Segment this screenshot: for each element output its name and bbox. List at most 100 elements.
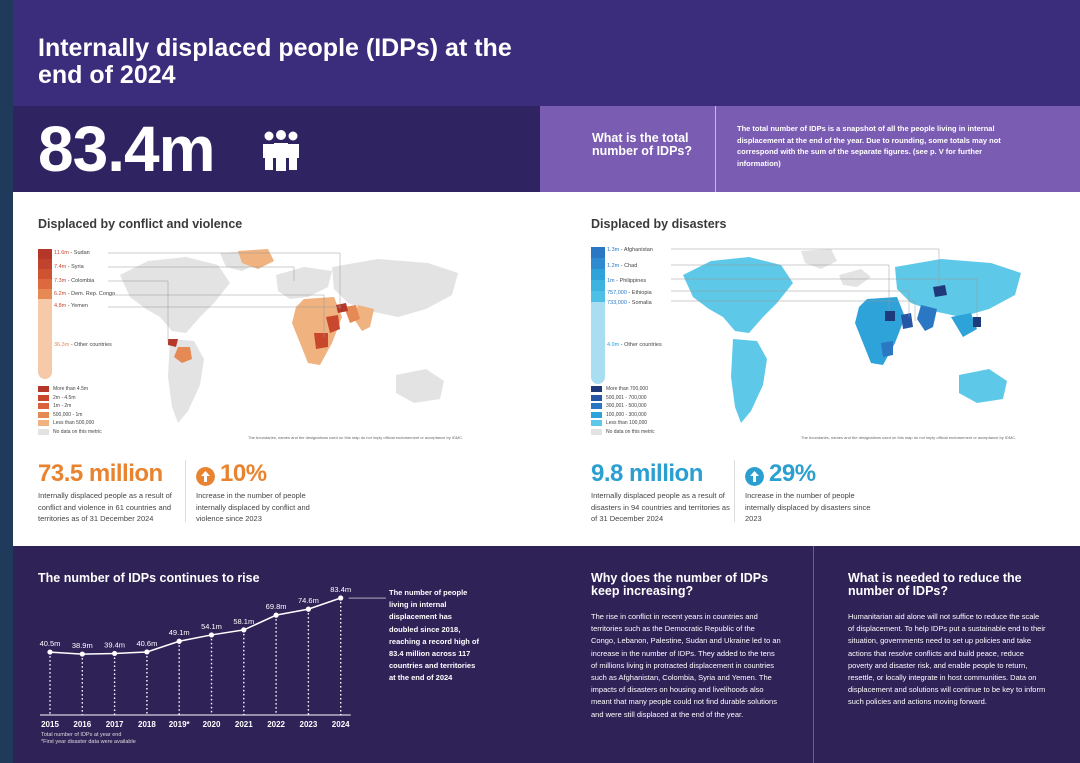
legend-row: 300,001 - 500,000: [591, 402, 655, 411]
trend-note: The number of people living in internal …: [389, 588, 480, 683]
legend-row: More than 4.5m: [38, 385, 102, 394]
disasters-total-text: Internally displaced people as a result …: [591, 491, 730, 523]
year-tick-label: 2024: [332, 720, 350, 729]
year-tick-label: 2015: [41, 720, 59, 729]
disasters-label-other: 4.9m - Other countries: [607, 342, 662, 348]
what-title: What is needed to reduce the number of I…: [848, 571, 1022, 598]
conflict-legend: More than 4.5m 2m - 4.5m 1m - 2m 500,000…: [38, 385, 102, 436]
conflict-map-disclaimer: The boundaries, names and the designatio…: [248, 435, 464, 440]
conflict-change-text: Increase in the number of people interna…: [196, 491, 310, 523]
year-tick-label: 2019*: [169, 720, 191, 729]
bar-segment-drc: [38, 279, 52, 289]
why-title: Why does the number of IDPs keep increas…: [591, 571, 769, 598]
data-label: 54.1m: [201, 622, 222, 631]
disasters-legend: More than 700,000 500,001 - 700,000 300,…: [591, 385, 655, 436]
idp-trend-chart: 40.5m 2015 38.9m 2016 39.4m 2017 40.6m 2018 49.1…: [40, 585, 386, 729]
conflict-world-map: [108, 249, 458, 423]
data-label: 39.4m: [104, 640, 125, 649]
definition-text: The total number of IDPs is a snapshot o…: [737, 124, 1001, 168]
data-point: [208, 632, 215, 638]
what-text: Humanitarian aid alone will not suffice …: [848, 612, 1046, 707]
header: Internally displaced people (IDPs) at th…: [13, 0, 1080, 106]
bar-segment-chad: [591, 258, 605, 269]
legend-row: 500,000 - 1m: [38, 411, 102, 420]
conflict-label-2: 7.4m - Syria: [54, 264, 84, 270]
legend-row: More than 700,000: [591, 385, 655, 394]
data-point: [47, 649, 53, 655]
conflict-label-3: 7.3m - Colombia: [54, 278, 95, 284]
legend-row: No data on this metric: [38, 428, 102, 437]
legend-row: No data on this metric: [591, 428, 655, 437]
data-label: 40.6m: [136, 639, 157, 648]
bar-segment-afghanistan: [591, 247, 605, 258]
year-tick-label: 2020: [203, 720, 221, 729]
conflict-total-stat: 73.5 million: [38, 460, 163, 487]
stat-divider: [185, 460, 186, 522]
data-point: [338, 595, 344, 601]
bar-segment-syria: [38, 259, 52, 269]
band-divider: [715, 106, 716, 192]
disasters-map-disclaimer: The boundaries, names and the designatio…: [801, 435, 1017, 440]
data-point: [273, 612, 279, 618]
bar-segment-ethiopia: [591, 280, 605, 291]
data-point: [79, 651, 85, 657]
bar-segment-philippines: [591, 269, 605, 280]
data-label: 83.4m: [330, 585, 351, 594]
legend-row: Less than 100,000: [591, 419, 655, 428]
conflict-share-bar: [38, 249, 52, 379]
data-label: 49.1m: [169, 628, 190, 637]
year-tick-label: 2021: [235, 720, 253, 729]
data-point: [176, 638, 182, 644]
definition-question: What is the total number of IDPs?: [592, 131, 693, 158]
maps-panel: Displaced by conflict and violence 11.6m…: [13, 192, 1080, 546]
definition-band: What is the total number of IDPs? The to…: [540, 106, 1080, 192]
bar-segment-other: [38, 299, 52, 379]
legend-row: 1m - 2m: [38, 402, 102, 411]
conflict-label-1: 11.6m - Sudan: [54, 250, 90, 256]
total-idps-number: 83.4m: [38, 113, 215, 185]
bottom-section: The number of IDPs continues to rise 40.…: [13, 546, 1080, 763]
arrow-up-icon: [196, 467, 215, 486]
data-point: [112, 650, 118, 657]
legend-row: 500,001 - 700,000: [591, 394, 655, 403]
page-spine: [0, 0, 13, 763]
data-label: 69.8m: [266, 602, 287, 611]
disasters-title: Displaced by disasters: [591, 217, 727, 231]
footnote-line: *First year disaster data were available: [41, 739, 136, 745]
disasters-change-text: Increase in the number of people interna…: [745, 491, 871, 523]
chart-footnote: Total number of IDPs at year end *First …: [41, 732, 136, 746]
conflict-label-5: 4.8m - Yemen: [54, 303, 88, 309]
disasters-label-4: 757,000 - Ethiopia: [607, 290, 652, 296]
trend-line: [49, 597, 341, 655]
legend-row: 100,000 - 300,000: [591, 411, 655, 420]
column-divider: [813, 546, 814, 763]
page-title: Internally displaced people (IDPs) at th…: [38, 34, 512, 89]
arrow-up-icon: [745, 467, 764, 486]
disasters-label-2: 1.2m - Chad: [607, 263, 638, 269]
footnote-line: Total number of IDPs at year end: [41, 732, 122, 738]
disasters-share-bar: [591, 247, 605, 384]
legend-row: 2m - 4.5m: [38, 394, 102, 403]
total-band: 83.4m: [13, 106, 540, 192]
bar-segment-colombia: [38, 269, 52, 279]
data-point: [305, 606, 311, 612]
disasters-total-stat: 9.8 million: [591, 460, 703, 487]
year-tick-label: 2017: [106, 720, 124, 729]
why-text: The rise in conflict in recent years in …: [591, 612, 781, 719]
bar-segment-sudan: [38, 249, 52, 259]
bar-segment-yemen: [38, 289, 52, 299]
data-label: 40.5m: [40, 639, 61, 648]
year-tick-label: 2022: [267, 720, 285, 729]
year-tick-label: 2023: [300, 720, 318, 729]
disasters-change-stat: 29%: [769, 460, 816, 487]
legend-row: Less than 500,000: [38, 419, 102, 428]
bar-segment-other: [591, 302, 605, 384]
data-point: [144, 649, 150, 655]
conflict-label-other: 36.3m - Other countries: [54, 342, 112, 348]
disasters-label-3: 1m - Philippines: [607, 278, 647, 284]
year-tick-label: 2016: [73, 720, 91, 729]
conflict-label-4: 6.2m - Dem. Rep. Congo: [54, 291, 116, 297]
data-label: 74.6m: [298, 596, 319, 605]
people-icon: [263, 130, 299, 171]
